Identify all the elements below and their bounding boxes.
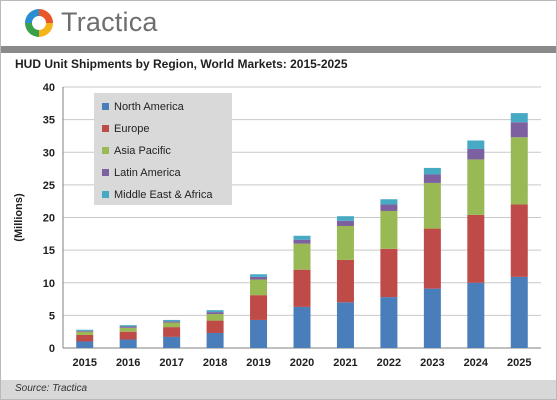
legend-swatch bbox=[102, 147, 109, 154]
bar-segment bbox=[119, 325, 137, 327]
bar-segment bbox=[467, 214, 485, 283]
bar-segment bbox=[423, 228, 441, 289]
bar-segment bbox=[163, 327, 181, 337]
bar-segment bbox=[119, 326, 137, 328]
bar-segment bbox=[76, 330, 94, 332]
bar-segment bbox=[206, 310, 224, 313]
bar-segment bbox=[250, 274, 268, 277]
y-tick-label: 40 bbox=[43, 82, 55, 94]
x-tick-label: 2024 bbox=[464, 357, 489, 369]
bar-segment bbox=[293, 243, 311, 270]
bar-segment bbox=[467, 282, 485, 348]
bar-segment bbox=[163, 336, 181, 348]
legend-swatch bbox=[102, 125, 109, 132]
legend-label: Middle East & Africa bbox=[114, 189, 213, 201]
bar-segment bbox=[163, 319, 181, 322]
bar-segment bbox=[76, 329, 94, 331]
bar-segment bbox=[163, 321, 181, 323]
bar-segment bbox=[250, 276, 268, 280]
y-axis-label: (Millions) bbox=[13, 193, 25, 242]
brand-name: Tractica bbox=[61, 7, 158, 37]
x-tick-label: 2015 bbox=[72, 357, 96, 369]
bar-segment bbox=[250, 279, 268, 296]
y-tick-label: 10 bbox=[43, 278, 55, 290]
bar-segment bbox=[467, 140, 485, 149]
bar-segment bbox=[206, 312, 224, 315]
y-tick-label: 25 bbox=[43, 180, 55, 192]
bar-segment bbox=[336, 259, 354, 303]
bar-segment bbox=[119, 327, 137, 332]
y-tick-label: 30 bbox=[43, 147, 55, 159]
legend-box bbox=[94, 93, 232, 205]
bar-segment bbox=[163, 322, 181, 328]
x-tick-label: 2017 bbox=[159, 357, 183, 369]
bar-segment bbox=[423, 182, 441, 229]
bar-segment bbox=[250, 295, 268, 320]
bar-segment bbox=[76, 334, 94, 342]
bar-segment bbox=[250, 319, 268, 348]
bar-segment bbox=[510, 122, 528, 138]
bar-segment bbox=[293, 235, 311, 240]
bar-segment bbox=[510, 204, 528, 277]
bar-segment bbox=[423, 174, 441, 183]
x-tick-label: 2016 bbox=[116, 357, 140, 369]
y-tick-label: 5 bbox=[49, 310, 55, 322]
bar-segment bbox=[423, 288, 441, 348]
bar-segment bbox=[510, 137, 528, 205]
legend-label: Asia Pacific bbox=[114, 145, 171, 157]
bar-segment bbox=[467, 159, 485, 215]
footer: Source: Tractica bbox=[1, 380, 556, 399]
bar-segment bbox=[76, 331, 94, 335]
bar-segment bbox=[293, 239, 311, 244]
bar-segment bbox=[119, 331, 137, 340]
x-tick-label: 2018 bbox=[203, 357, 227, 369]
legend-label: Latin America bbox=[114, 167, 182, 179]
x-tick-label: 2025 bbox=[507, 357, 531, 369]
y-tick-label: 0 bbox=[49, 343, 55, 355]
legend-swatch bbox=[102, 103, 109, 110]
legend-swatch bbox=[102, 191, 109, 198]
bar-segment bbox=[76, 341, 94, 348]
bar-segment bbox=[336, 225, 354, 260]
bar-segment bbox=[510, 276, 528, 348]
header-divider bbox=[1, 46, 556, 53]
bar-segment bbox=[336, 302, 354, 348]
bar-segment bbox=[380, 248, 398, 298]
y-tick-label: 15 bbox=[43, 245, 55, 257]
x-tick-label: 2020 bbox=[290, 357, 314, 369]
bar-segment bbox=[336, 216, 354, 221]
y-tick-label: 35 bbox=[43, 115, 55, 127]
header: Tractica bbox=[1, 1, 556, 47]
legend-swatch bbox=[102, 169, 109, 176]
legend-label: North America bbox=[114, 101, 185, 113]
bar-segment bbox=[380, 210, 398, 249]
tractica-logo-icon bbox=[25, 9, 53, 37]
bar-segment bbox=[119, 339, 137, 348]
bar-segment bbox=[380, 204, 398, 211]
x-tick-label: 2021 bbox=[333, 357, 357, 369]
bar-segment bbox=[423, 167, 441, 175]
bar-segment bbox=[380, 199, 398, 205]
x-tick-label: 2019 bbox=[246, 357, 270, 369]
source-note: Source: Tractica bbox=[15, 383, 88, 394]
x-tick-label: 2022 bbox=[377, 357, 401, 369]
bar-segment bbox=[206, 320, 224, 333]
bar-segment bbox=[206, 332, 224, 348]
bar-segment bbox=[206, 314, 224, 321]
bar-segment bbox=[293, 269, 311, 307]
chart-title: HUD Unit Shipments by Region, World Mark… bbox=[15, 57, 348, 71]
x-tick-label: 2023 bbox=[420, 357, 444, 369]
y-tick-label: 20 bbox=[43, 213, 55, 225]
bar-segment bbox=[336, 220, 354, 226]
bar-segment bbox=[467, 148, 485, 160]
bar-segment bbox=[510, 113, 528, 123]
bar-segment bbox=[380, 297, 398, 348]
legend-label: Europe bbox=[114, 123, 149, 135]
bar-segment bbox=[293, 306, 311, 348]
